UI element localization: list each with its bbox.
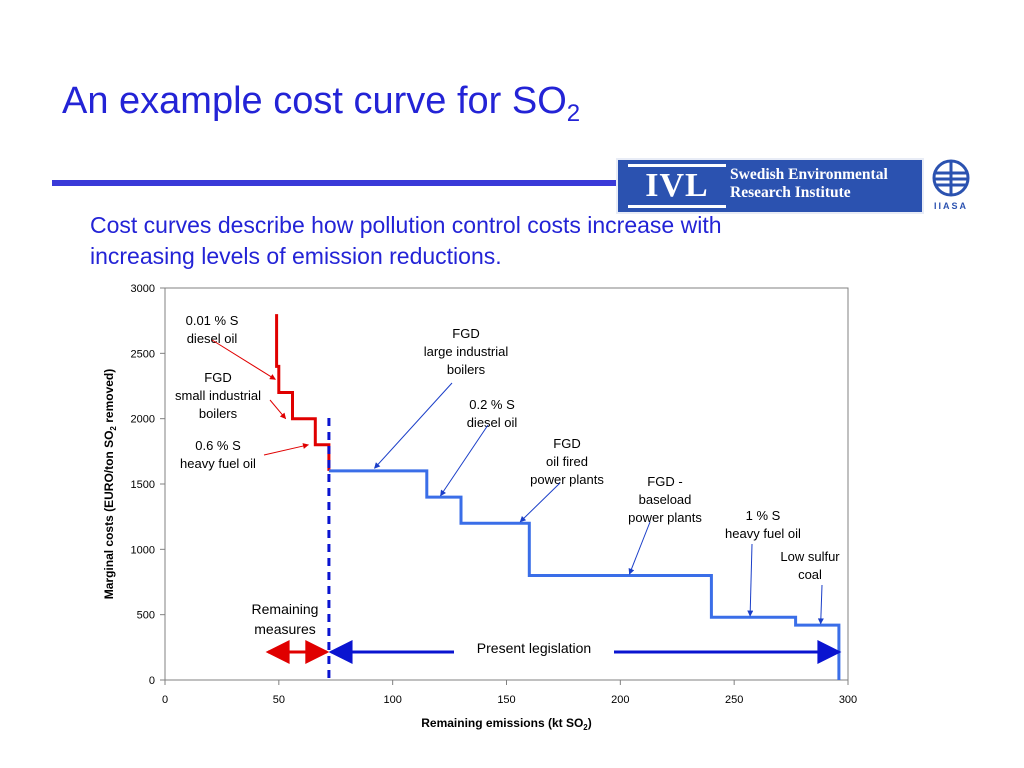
- ivl-logo-name-line1: Swedish Environmental: [730, 166, 888, 183]
- annotation-arrow: [263, 443, 310, 456]
- annotation-arrow: [628, 521, 651, 575]
- annotation-label: FGD -baseload power plants: [628, 474, 702, 525]
- annotation-arrow: [747, 543, 754, 617]
- annotation-label: FGD oil fired power plants: [530, 436, 604, 487]
- annotation-label: FGD large industrial boilers: [424, 326, 509, 377]
- x-tick-label: 200: [611, 694, 629, 706]
- y-tick-label: 1000: [131, 544, 155, 556]
- x-tick-label: 150: [497, 694, 515, 706]
- annotation-arrow: [269, 399, 287, 420]
- annotation-arrow: [440, 424, 489, 497]
- remaining-measures-label: Remaining measures: [252, 601, 319, 637]
- y-tick-label: 500: [137, 610, 155, 622]
- x-tick-label: 250: [725, 694, 743, 706]
- y-axis-label: Marginal costs (EURO/ton SO2 removed): [102, 369, 118, 600]
- y-tick-label: 1500: [131, 479, 155, 491]
- x-tick-label: 300: [839, 694, 857, 706]
- slide-subtitle: Cost curves describe how pollution contr…: [90, 212, 722, 269]
- title-divider-rule: [52, 180, 626, 186]
- annotation-arrow: [817, 584, 824, 625]
- ivl-logo: IVL Swedish Environmental Research Insti…: [616, 158, 924, 214]
- ivl-logo-name: Swedish Environmental Research Institute: [730, 166, 888, 202]
- iiasa-logo-text: IIASA: [933, 201, 968, 211]
- y-tick-label: 2000: [131, 414, 155, 426]
- present-legislation-label: Present legislation: [477, 640, 591, 656]
- y-tick-label: 3000: [131, 283, 155, 295]
- iiasa-logo: IIASA: [928, 157, 974, 215]
- ivl-logo-name-line2: Research Institute: [730, 184, 851, 201]
- annotation-arrow: [374, 382, 453, 469]
- page-title: An example cost curve for SO2: [62, 80, 580, 128]
- annotation-label: Low sulfur coal: [780, 549, 840, 582]
- annotation-label: FGD small industrial boilers: [175, 370, 261, 421]
- y-tick-label: 0: [149, 675, 155, 687]
- annotation-arrow: [211, 339, 276, 380]
- title-text: An example cost curve for SO: [62, 80, 567, 122]
- y-tick-label: 2500: [131, 348, 155, 360]
- title-subscript: 2: [566, 100, 581, 127]
- x-axis-label: Remaining emissions (kt SO2): [421, 716, 592, 732]
- x-tick-label: 0: [162, 694, 168, 706]
- ivl-logo-mark: IVL: [628, 164, 726, 208]
- present-legislation-cost-line: [328, 469, 841, 680]
- iiasa-globe-icon: [932, 159, 970, 197]
- x-tick-label: 100: [383, 694, 401, 706]
- remaining-measures-cost-line: [275, 314, 331, 471]
- annotation-arrow: [519, 482, 561, 523]
- x-tick-label: 50: [273, 694, 285, 706]
